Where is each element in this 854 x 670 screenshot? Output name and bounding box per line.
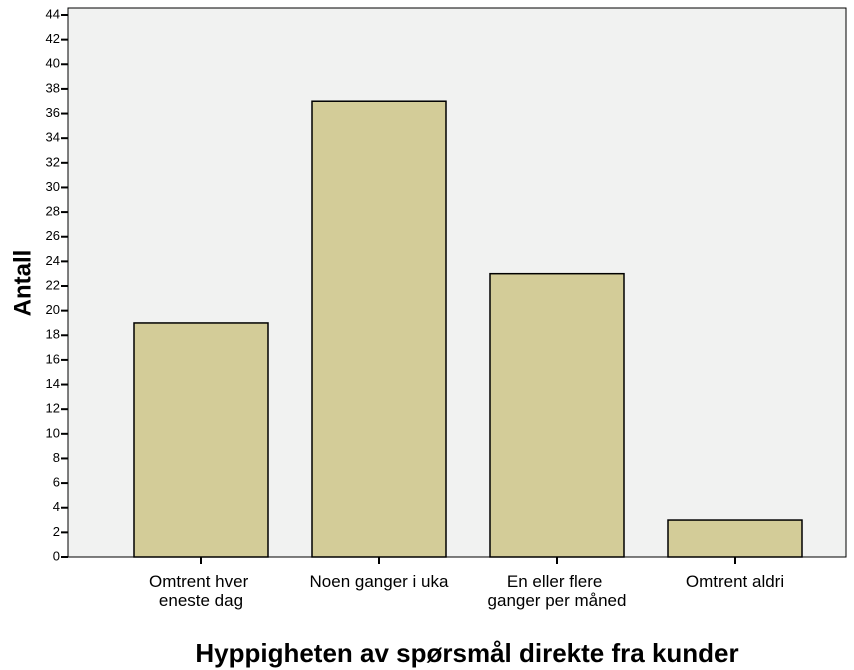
bar: [667, 519, 803, 558]
bar: [133, 322, 269, 558]
y-tick-label: 8: [53, 450, 60, 465]
y-tick-label: 34: [46, 130, 60, 145]
y-tick-label: 0: [53, 548, 60, 563]
x-tick-label: En eller flere ganger per måned: [488, 572, 627, 610]
y-tick-label: 14: [46, 376, 60, 391]
y-axis-label: Antall: [9, 250, 36, 317]
y-tick-label: 4: [53, 499, 60, 514]
y-tick-label: 20: [46, 302, 60, 317]
y-tick-label: 2: [53, 524, 60, 539]
y-tick-label: 32: [46, 154, 60, 169]
y-tick-label: 40: [46, 56, 60, 71]
y-tick-label: 24: [46, 253, 60, 268]
bar: [311, 100, 447, 558]
bar: [489, 272, 625, 558]
y-tick-label: 26: [46, 228, 60, 243]
y-tick-label: 38: [46, 80, 60, 95]
y-tick-label: 12: [46, 401, 60, 416]
y-tick-label: 30: [46, 179, 60, 194]
y-tick-label: 42: [46, 31, 60, 46]
y-tick-label: 18: [46, 327, 60, 342]
x-tick-label: Omtrent hver eneste dag: [149, 572, 253, 610]
y-tick-label: 44: [46, 6, 60, 21]
x-axis-label: Hyppigheten av spørsmål direkte fra kund…: [195, 638, 738, 668]
x-tick-label: Noen ganger i uka: [310, 572, 449, 591]
y-tick-label: 10: [46, 425, 60, 440]
y-tick-label: 36: [46, 105, 60, 120]
y-tick-label: 22: [46, 277, 60, 292]
y-tick-label: 16: [46, 351, 60, 366]
x-tick-label: Omtrent aldri: [686, 572, 784, 591]
y-tick-label: 28: [46, 204, 60, 219]
y-tick-label: 6: [53, 475, 60, 490]
